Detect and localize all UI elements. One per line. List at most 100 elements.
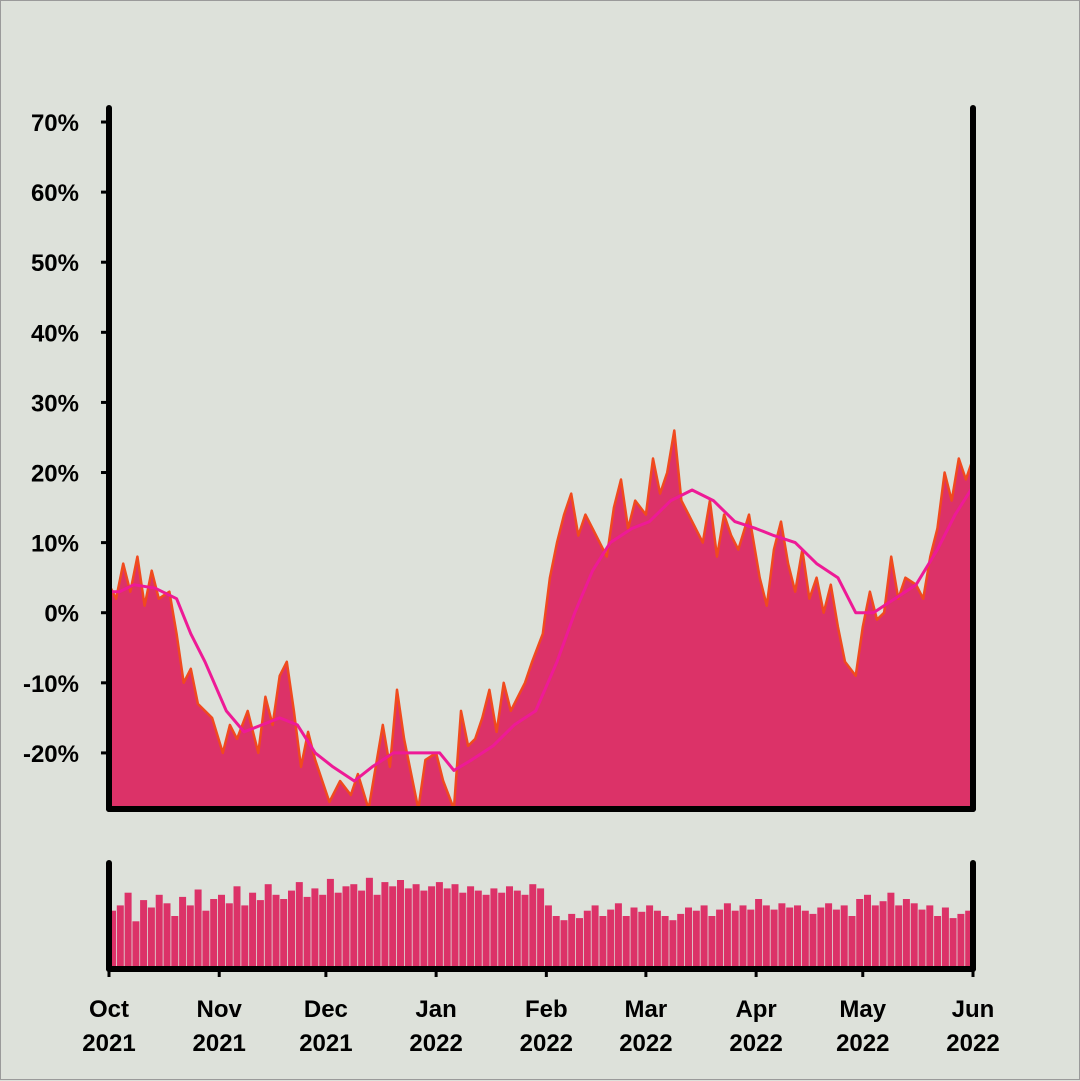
x-tick-label-year: 2022 [619,1030,672,1057]
volume-bar [132,921,140,969]
y-tick-label: 40% [31,320,79,347]
volume-bar [459,892,467,969]
y-tick-label: 50% [31,250,79,277]
volume-bar [685,907,692,969]
volume-bar [848,916,856,969]
volume-bar [233,886,241,969]
volume-bar [716,909,724,969]
volume-bar [358,890,366,969]
volume-bar [280,899,288,969]
volume-bar [926,905,934,969]
volume-bar [614,903,622,969]
volume-bar [560,920,568,969]
x-tick-label-month: Jan [415,996,456,1023]
volume-bar [895,905,903,969]
daily-line [107,429,975,811]
y-tick-label: 70% [31,110,79,137]
y-tick-label: 0% [44,601,79,628]
volume-bar [218,894,225,969]
volume-bar [521,894,529,969]
y-tick-label: 60% [31,180,79,207]
x-tick-label-year: 2022 [409,1030,462,1057]
volume-bar [902,899,910,969]
volume-bar [506,886,513,969]
volume-bar [864,894,871,969]
volume-bar [965,910,973,969]
volume-bar [786,907,794,969]
volume-bar [708,916,716,969]
volume-bar [498,892,506,969]
volume-bar [373,894,381,969]
volume-bar [840,905,848,969]
volume-bar [365,877,373,969]
volume-bar [381,882,389,969]
x-tick-label-month: May [839,996,886,1023]
volume-bar [529,884,537,969]
volume-bar [692,910,700,969]
volume-bar [653,910,661,969]
x-tick-label-month: Jun [952,996,995,1023]
volume-bar [295,882,303,969]
volume-bar [778,903,786,969]
volume-bar [910,903,918,969]
volume-bar [568,913,576,969]
volume-axes [106,860,976,977]
volume-bar [186,905,194,969]
y-axis-tick-labels: 70% 60% 50% 40% 30% 20% 10% 0% -10% -20% [23,110,79,768]
volume-bar [342,886,350,969]
volume-bar [490,888,498,969]
volume-bar [700,905,708,969]
x-tick-label-month: Dec [304,996,348,1023]
volume-bar [303,896,311,969]
volume-bar [825,903,833,969]
volume-bar [646,905,654,969]
volume-bar [428,886,436,969]
volume-bar [622,916,630,969]
volume-bar [591,905,599,969]
volume-bar [537,888,545,969]
volume-bar [326,878,334,969]
y-tick-label: -20% [23,741,79,768]
volume-bar [389,886,397,969]
x-tick-label-year: 2022 [836,1030,889,1057]
volume-bar [552,916,560,969]
volume-bar [140,900,148,969]
volume-bar [513,890,521,969]
x-tick-label-year: 2021 [82,1030,135,1057]
volume-bar [397,880,404,969]
volume-bar [856,899,864,969]
volume-bar [412,884,420,969]
y-tick-label: 10% [31,531,79,558]
volume-bar [241,905,249,969]
x-tick-label-year: 2022 [946,1030,999,1057]
x-tick-label-month: Apr [735,996,776,1023]
volume-bar [334,892,342,969]
volume-bar [467,886,475,969]
volume-bar [225,903,233,969]
volume-bar [256,900,264,969]
volume-bars-series [109,877,973,969]
volume-bar [249,892,257,969]
volume-bar [661,916,669,969]
price-area-series [107,429,975,811]
volume-bar [288,890,295,969]
volume-bar [957,913,965,969]
moving-average-line [109,485,975,783]
main-axes [101,105,976,812]
volume-bar [731,910,739,969]
volume-bar [435,882,443,969]
volume-bar [879,901,887,969]
volume-bar [202,910,210,969]
x-tick-label-year: 2021 [299,1030,352,1057]
y-tick-label: -10% [23,671,79,698]
volume-bar [264,884,272,969]
volume-bar [941,907,949,969]
volume-bar [544,905,552,969]
x-tick-label-year: 2021 [193,1030,246,1057]
volume-bar [723,903,731,969]
volume-bar [451,884,459,969]
y-tick-label: 20% [31,461,79,488]
x-tick-label-month: Mar [625,996,668,1023]
volume-bar [762,905,770,969]
